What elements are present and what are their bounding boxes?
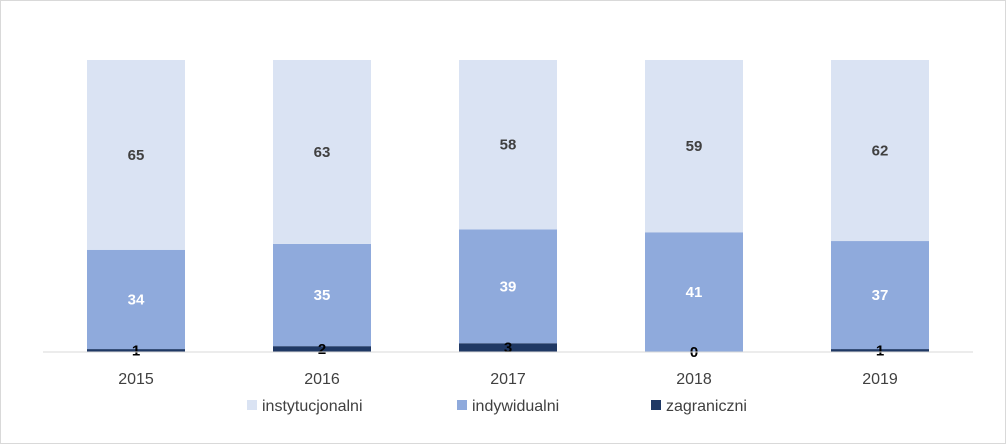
bar-instytucjonalni-2015 xyxy=(87,60,185,250)
x-tick-label-2016: 2016 xyxy=(304,371,340,388)
bar-indywidualni-2017 xyxy=(459,229,557,344)
bar-instytucjonalni-2019 xyxy=(831,60,929,242)
x-tick-label-2018: 2018 xyxy=(676,371,712,388)
data-label-indywidualni-2019: 37 xyxy=(872,287,889,304)
legend-label-zagraniczni: zagraniczni xyxy=(666,398,747,415)
bar-indywidualni-2019 xyxy=(831,241,929,350)
legend-label-indywidualni: indywidualni xyxy=(472,398,559,415)
bar-zagraniczni-2015 xyxy=(87,349,185,352)
bar-instytucjonalni-2016 xyxy=(273,60,371,244)
legend: instytucjonalni indywidualni zagraniczni xyxy=(247,398,747,415)
legend-swatch-indywidualni xyxy=(457,400,467,410)
x-tick-label-2019: 2019 xyxy=(862,371,898,388)
bar-indywidualni-2018 xyxy=(645,232,743,352)
data-label-instytucjonalni-2015: 65 xyxy=(128,147,145,164)
data-label-indywidualni-2017: 39 xyxy=(500,278,517,295)
bar-indywidualni-2015 xyxy=(87,249,185,350)
bar-indywidualni-2016 xyxy=(273,243,371,347)
data-label-indywidualni-2018: 41 xyxy=(686,284,703,301)
bars-layer xyxy=(87,60,929,352)
legend-swatch-zagraniczni xyxy=(651,400,661,410)
legend-label-instytucjonalni: instytucjonalni xyxy=(262,398,363,415)
data-label-zagraniczni-2019: 1 xyxy=(876,343,884,360)
data-label-instytucjonalni-2016: 63 xyxy=(314,144,331,161)
data-label-zagraniczni-2015: 1 xyxy=(132,343,140,360)
x-tick-labels: 2015 2016 2017 2018 2019 xyxy=(118,371,898,388)
bar-zagraniczni-2017 xyxy=(459,343,557,352)
data-label-indywidualni-2015: 34 xyxy=(128,291,145,308)
data-label-zagraniczni-2017: 3 xyxy=(504,340,512,357)
x-tick-label-2017: 2017 xyxy=(490,371,526,388)
data-label-zagraniczni-2016: 2 xyxy=(318,341,326,358)
data-label-indywidualni-2016: 35 xyxy=(314,287,331,304)
data-label-instytucjonalni-2019: 62 xyxy=(872,143,889,160)
bar-instytucjonalni-2017 xyxy=(459,60,557,230)
bar-zagraniczni-2016 xyxy=(273,346,371,352)
bar-instytucjonalni-2018 xyxy=(645,60,743,233)
data-label-instytucjonalni-2017: 58 xyxy=(500,137,517,154)
x-tick-label-2015: 2015 xyxy=(118,371,154,388)
legend-swatch-instytucjonalni xyxy=(247,400,257,410)
data-label-instytucjonalni-2018: 59 xyxy=(686,138,703,155)
bar-zagraniczni-2019 xyxy=(831,349,929,352)
